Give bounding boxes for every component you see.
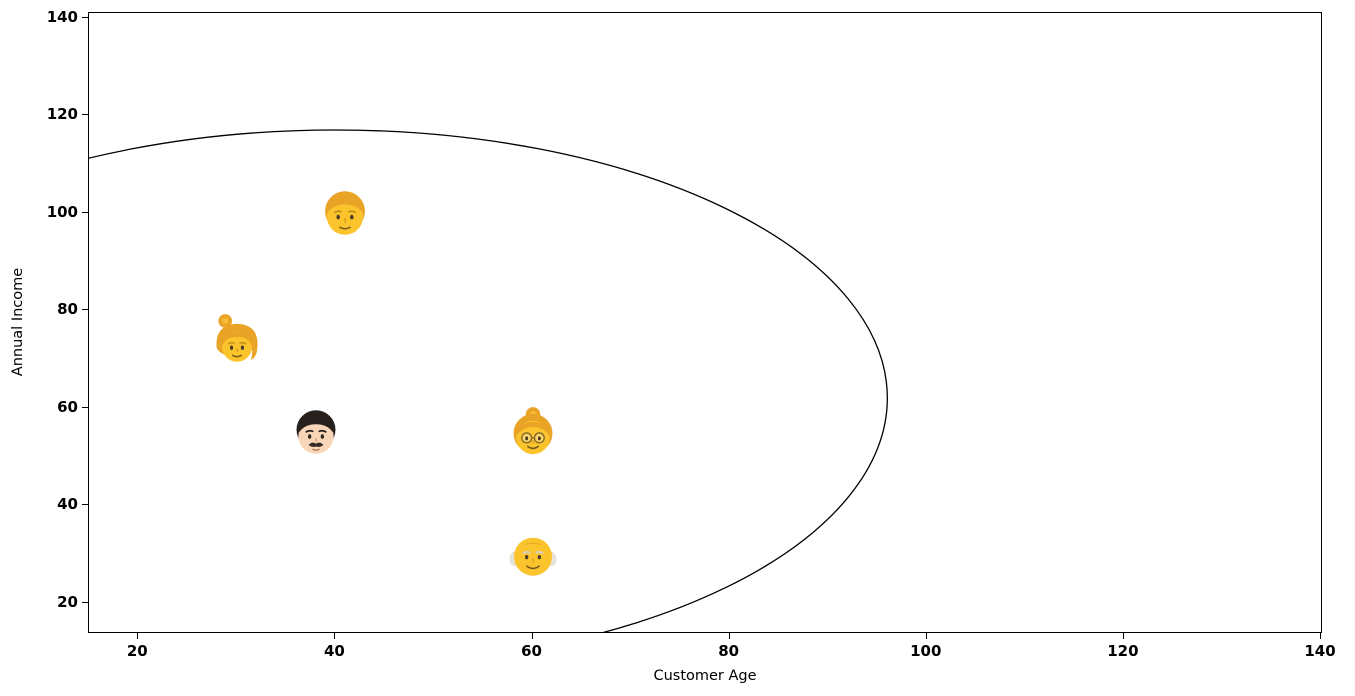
x-tick-mark <box>728 633 730 639</box>
x-tick-mark <box>531 633 533 639</box>
x-tick-mark <box>925 633 927 639</box>
boundary-layer <box>89 129 888 632</box>
decision-boundary-ellipse <box>89 129 888 632</box>
x-tick-label: 80 <box>718 642 740 660</box>
x-tick-mark <box>1320 633 1321 639</box>
x-tick-label: 20 <box>126 642 148 660</box>
markers-layer <box>89 13 1321 632</box>
y-tick-mark <box>82 211 88 213</box>
man-blond-hair-icon <box>325 191 366 235</box>
older-woman-icon <box>513 407 552 455</box>
y-axis-label: Annual Income <box>10 267 26 377</box>
marker-man-mustache <box>287 403 345 461</box>
y-tick-mark <box>82 309 88 311</box>
x-tick-label: 100 <box>910 642 942 660</box>
woman-blond-hair-icon <box>216 313 258 362</box>
y-tick-label: 120 <box>46 105 78 124</box>
x-tick-label: 140 <box>1304 642 1336 660</box>
x-tick-label: 120 <box>1107 642 1139 660</box>
y-tick-mark <box>82 601 88 603</box>
x-tick-mark <box>1122 633 1124 639</box>
x-tick-label: 40 <box>323 642 345 660</box>
older-man-icon <box>508 537 557 576</box>
x-tick-label: 60 <box>521 642 542 660</box>
man-mustache-icon <box>296 410 336 454</box>
x-tick-mark <box>137 633 139 639</box>
y-tick-label: 100 <box>46 202 78 221</box>
y-tick-label: 80 <box>57 300 78 319</box>
y-tick-mark <box>82 16 88 18</box>
marker-older-man <box>504 525 562 583</box>
marker-woman-blond-hair <box>208 311 266 369</box>
y-tick-label: 140 <box>46 7 78 26</box>
y-tick-label: 20 <box>57 592 78 611</box>
marker-man-blond-hair <box>316 184 374 242</box>
plot-area <box>88 12 1322 633</box>
marker-older-woman <box>504 403 562 461</box>
y-tick-label: 60 <box>57 397 78 416</box>
x-tick-mark <box>334 633 336 639</box>
y-tick-mark <box>82 114 88 116</box>
x-axis-label: Customer Age <box>653 668 757 684</box>
y-tick-mark <box>82 504 88 506</box>
y-tick-label: 40 <box>57 495 78 514</box>
y-tick-mark <box>82 406 88 408</box>
